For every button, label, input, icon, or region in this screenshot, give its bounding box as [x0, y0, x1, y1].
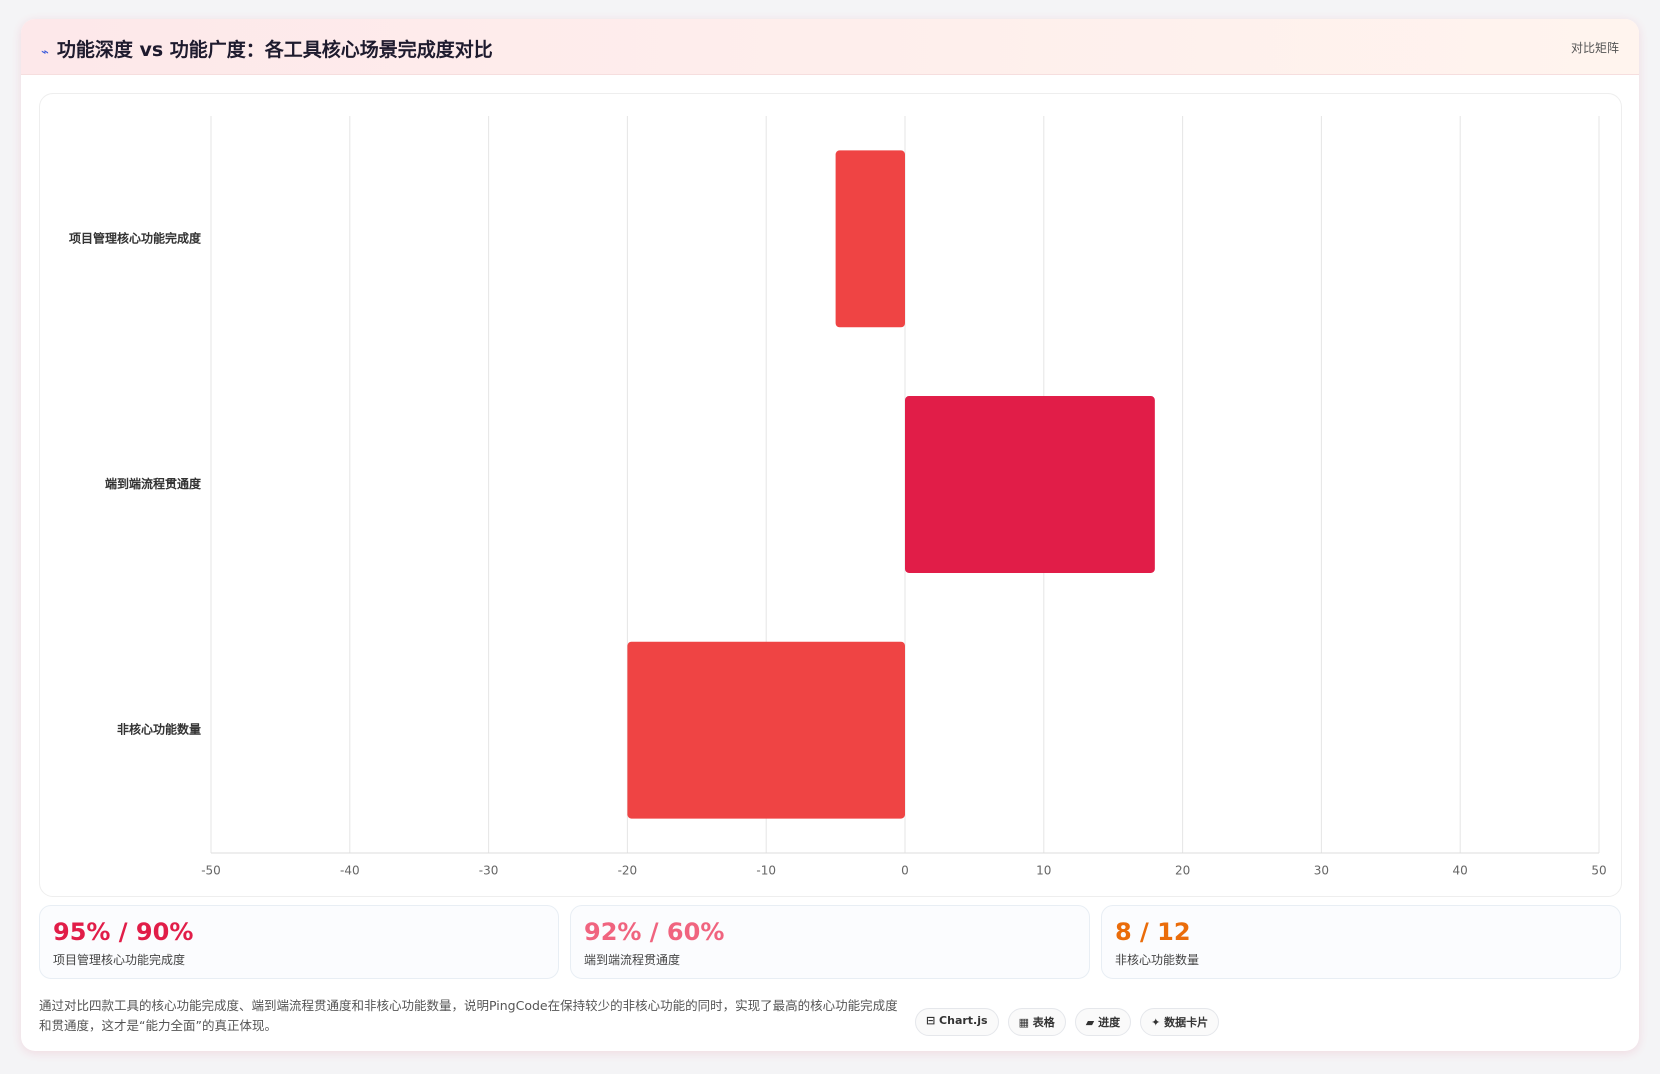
- x-tick-label: 0: [901, 864, 909, 878]
- stat-card: 95% / 90% 项目管理核心功能完成度: [39, 905, 559, 979]
- title: ⌁ 功能深度 vs 功能广度：各工具核心场景完成度对比: [41, 35, 493, 62]
- chart: -50 -40 -30 -20 -10 0 10 20 30 40 50 项目管理核心功能完成度端到端…: [69, 116, 1607, 878]
- stat-label: 端到端流程贯通度: [584, 953, 681, 967]
- stat-value: 8 / 12: [1115, 918, 1191, 946]
- badges: ⊟ Chart.js ▦ 表格 ▰ 进度 ✦ 数据卡片: [915, 1008, 1220, 1036]
- x-tick-label: 10: [1036, 864, 1051, 878]
- title-text: 功能深度 vs 功能广度：各工具核心场景完成度对比: [56, 39, 493, 61]
- badge-text: 表格: [1032, 1016, 1055, 1029]
- header: ⌁ 功能深度 vs 功能广度：各工具核心场景完成度对比 对比矩阵: [21, 19, 1639, 75]
- bar: [835, 150, 905, 328]
- badge-icon: ⊟: [926, 1014, 940, 1027]
- badge[interactable]: ▰ 进度: [1074, 1008, 1132, 1036]
- bar: [905, 396, 1155, 573]
- chart-box: -50 -40 -30 -20 -10 0 10 20 30 40 50 项目管理核心功能完成度端到端…: [39, 93, 1622, 897]
- x-tick-label: -20: [618, 864, 638, 878]
- badge[interactable]: ✦ 数据卡片: [1140, 1008, 1220, 1036]
- x-tick-label: 40: [1453, 864, 1468, 878]
- stat-label: 项目管理核心功能完成度: [53, 953, 186, 967]
- badge-icon: ✦: [1151, 1016, 1165, 1029]
- x-tick-label: -40: [340, 864, 360, 878]
- badge-text: Chart.js: [939, 1014, 988, 1027]
- x-tick-label: -10: [756, 864, 776, 878]
- badge-text: 数据卡片: [1164, 1016, 1209, 1029]
- stat-value: 92% / 60%: [584, 918, 725, 946]
- card: ⌁ 功能深度 vs 功能广度：各工具核心场景完成度对比 对比矩阵 -50 -40 -3…: [21, 19, 1639, 1051]
- tag: 对比矩阵: [1570, 41, 1619, 55]
- stat-label: 非核心功能数量: [1115, 953, 1200, 967]
- stat-value: 95% / 90%: [53, 918, 194, 946]
- x-tick-label: 20: [1175, 864, 1190, 878]
- y-tick-label: 端到端流程贯通度: [105, 476, 202, 491]
- badge-text: 进度: [1098, 1016, 1121, 1029]
- bar: [627, 641, 905, 819]
- badge[interactable]: ▦ 表格: [1007, 1008, 1066, 1036]
- footer-text: 通过对比四款工具的核心功能完成度、端到端流程贯通度和非核心功能数量，说明Ping…: [39, 998, 898, 1033]
- x-tick-label: 50: [1591, 864, 1606, 878]
- x-tick-label: -50: [201, 864, 221, 878]
- y-tick-label: 项目管理核心功能完成度: [69, 230, 202, 245]
- y-tick-label: 非核心功能数量: [117, 722, 201, 737]
- badge-icon: ▦: [1018, 1016, 1033, 1029]
- icon: ⌁: [41, 45, 49, 60]
- x-tick-label: -30: [479, 864, 499, 878]
- stat-card: 92% / 60% 端到端流程贯通度: [570, 905, 1090, 979]
- badge-icon: ▰: [1085, 1016, 1099, 1029]
- badge[interactable]: ⊟ Chart.js: [915, 1008, 999, 1036]
- stat-card: 8 / 12 非核心功能数量: [1101, 905, 1621, 979]
- x-tick-label: 30: [1314, 864, 1329, 878]
